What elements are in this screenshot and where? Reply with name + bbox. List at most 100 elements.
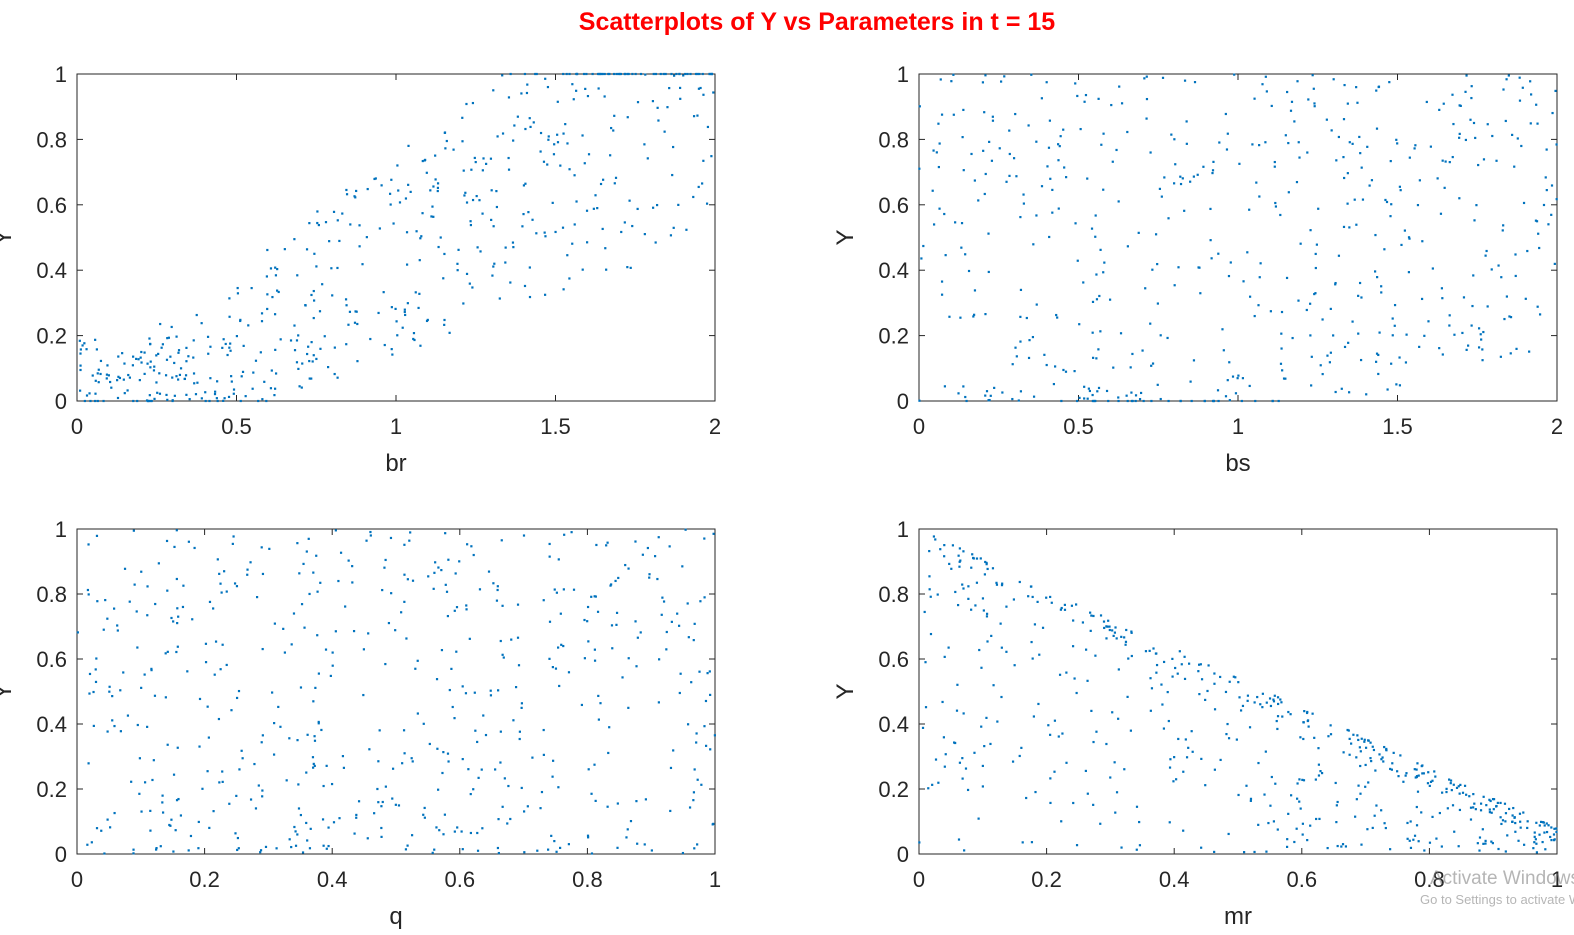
scatter-point — [317, 223, 320, 227]
scatter-point — [166, 650, 169, 653]
scatter-point — [126, 389, 129, 392]
scatter-point — [119, 730, 122, 733]
scatter-point — [1533, 841, 1536, 844]
scatter-point — [1491, 842, 1494, 845]
scatter-point — [1314, 252, 1317, 256]
x-axis-label: bs — [1225, 450, 1250, 477]
scatter-point — [266, 293, 269, 296]
scatter-point — [920, 257, 923, 260]
scatter-point — [285, 779, 288, 782]
scatter-point — [223, 570, 226, 573]
scatter-point — [1452, 783, 1455, 786]
scatter-point — [1313, 736, 1316, 739]
scatter-point — [423, 159, 426, 162]
scatter-point — [1471, 304, 1474, 308]
scatter-point — [212, 810, 215, 813]
scatter-point — [932, 535, 936, 538]
scatter-point — [230, 709, 233, 712]
scatter-point — [317, 720, 320, 724]
scatter-point — [167, 336, 170, 339]
scatter-point — [405, 637, 408, 640]
scatter-point — [698, 670, 701, 673]
scatter-point — [146, 614, 149, 617]
scatter-point — [1400, 243, 1403, 247]
scatter-point — [942, 736, 946, 739]
x-axis-label: mr — [1224, 903, 1252, 930]
scatter-point — [1027, 124, 1030, 127]
y-tick-label: 0.2 — [36, 777, 67, 802]
scatter-point — [368, 748, 371, 751]
scatter-point — [1269, 704, 1273, 708]
scatter-point — [1017, 399, 1020, 402]
scatter-point — [985, 716, 988, 719]
scatter-point — [198, 745, 201, 748]
scatter-point — [1360, 737, 1363, 740]
scatter-point — [1465, 793, 1468, 796]
scatter-point — [481, 169, 484, 172]
scatter-point — [1072, 619, 1075, 622]
scatter-point — [138, 757, 141, 760]
scatter-point — [1418, 179, 1421, 182]
scatter-point — [961, 757, 964, 760]
scatter-point — [1355, 756, 1358, 759]
scatter-point — [1472, 806, 1475, 809]
scatter-point — [1286, 838, 1289, 841]
scatter-point — [176, 746, 179, 749]
scatter-point — [1484, 254, 1487, 257]
scatter-point — [501, 604, 504, 607]
scatter-point — [295, 339, 299, 342]
scatter-point — [261, 734, 264, 737]
scatter-point — [1248, 208, 1251, 211]
scatter-point — [985, 563, 988, 566]
scatter-point — [420, 235, 423, 238]
scatter-point — [345, 304, 348, 307]
scatter-point — [1518, 812, 1522, 815]
scatter-point — [469, 792, 472, 796]
scatter-point — [1119, 332, 1123, 335]
scatter-point — [1526, 820, 1529, 823]
scatter-point — [1265, 850, 1268, 853]
scatter-point — [1245, 784, 1248, 787]
scatter-point — [1486, 305, 1489, 308]
scatter-point — [612, 129, 615, 132]
scatter-point — [1056, 316, 1059, 319]
scatter-point — [1070, 604, 1074, 607]
scatter-point — [301, 362, 304, 365]
scatter-point — [96, 600, 99, 603]
scatter-point — [1171, 657, 1174, 660]
scatter-point — [1351, 320, 1354, 323]
scatter-point — [526, 83, 529, 86]
scatter-point — [317, 672, 320, 675]
scatter-point — [1395, 138, 1398, 141]
scatter-point — [246, 568, 249, 571]
scatter-point — [1314, 266, 1317, 270]
scatter-point — [985, 390, 989, 393]
scatter-point — [465, 272, 469, 276]
scatter-point — [416, 659, 419, 662]
scatter-point — [458, 560, 461, 563]
scatter-point — [389, 536, 393, 540]
scatter-point — [1547, 824, 1550, 827]
scatter-point — [1313, 292, 1316, 296]
scatter-point — [1019, 215, 1022, 219]
scatter-point — [536, 849, 539, 852]
scatter-point — [591, 72, 594, 76]
scatter-point — [613, 72, 616, 76]
scatter-point — [322, 844, 325, 847]
scatter-point — [107, 374, 110, 377]
scatter-point — [1182, 829, 1185, 832]
scatter-point — [1227, 737, 1231, 740]
scatter-point — [88, 392, 91, 395]
scatter-point — [273, 394, 276, 397]
scatter-point — [312, 354, 315, 357]
scatter-point — [1212, 399, 1215, 403]
scatter-point — [993, 386, 996, 390]
scatter-point — [1083, 385, 1086, 388]
scatter-point — [1496, 801, 1499, 805]
scatter-point — [681, 565, 684, 568]
scatter-point — [627, 657, 630, 660]
scatter-point — [918, 841, 921, 844]
scatter-point — [695, 732, 698, 735]
scatter-point — [1076, 399, 1079, 403]
scatter-point — [1415, 824, 1419, 827]
